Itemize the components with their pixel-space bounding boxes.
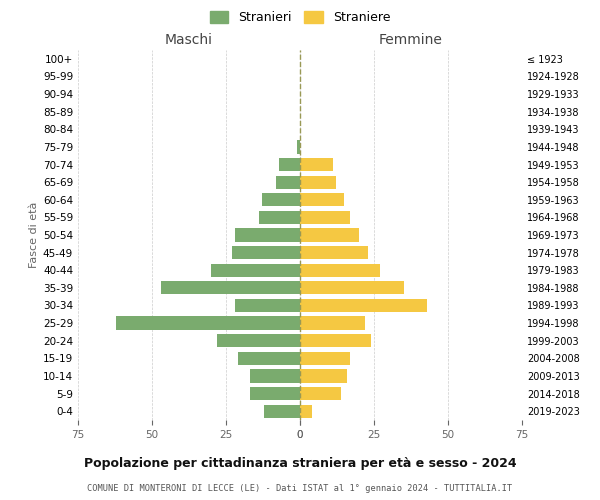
Bar: [262, 193, 300, 206]
Bar: [300, 176, 335, 188]
Bar: [300, 264, 380, 277]
Bar: [300, 334, 371, 347]
Bar: [300, 387, 341, 400]
Legend: Stranieri, Straniere: Stranieri, Straniere: [205, 6, 395, 29]
Bar: [300, 281, 404, 294]
Bar: [300, 228, 359, 241]
Bar: [250, 387, 300, 400]
Title: Maschi: Maschi: [165, 34, 213, 48]
Bar: [277, 176, 300, 188]
Bar: [300, 370, 347, 382]
Bar: [235, 228, 300, 241]
Bar: [161, 281, 300, 294]
Bar: [300, 193, 344, 206]
Bar: [235, 299, 300, 312]
Bar: [300, 211, 350, 224]
Bar: [217, 334, 300, 347]
Bar: [300, 352, 350, 365]
Text: COMUNE DI MONTERONI DI LECCE (LE) - Dati ISTAT al 1° gennaio 2024 - TUTTITALIA.I: COMUNE DI MONTERONI DI LECCE (LE) - Dati…: [88, 484, 512, 493]
Bar: [232, 246, 300, 259]
Bar: [300, 316, 365, 330]
Bar: [259, 211, 300, 224]
Title: Femmine: Femmine: [379, 34, 443, 48]
Y-axis label: Fasce di età: Fasce di età: [29, 202, 39, 268]
Bar: [297, 140, 300, 153]
Bar: [300, 246, 368, 259]
Bar: [300, 299, 427, 312]
Bar: [250, 370, 300, 382]
Bar: [300, 404, 312, 418]
Bar: [238, 352, 300, 365]
Bar: [211, 264, 300, 277]
Bar: [265, 404, 300, 418]
Bar: [116, 316, 300, 330]
Text: Popolazione per cittadinanza straniera per età e sesso - 2024: Popolazione per cittadinanza straniera p…: [83, 458, 517, 470]
Bar: [279, 158, 300, 171]
Y-axis label: Anni di nascita: Anni di nascita: [599, 194, 600, 276]
Bar: [300, 158, 332, 171]
